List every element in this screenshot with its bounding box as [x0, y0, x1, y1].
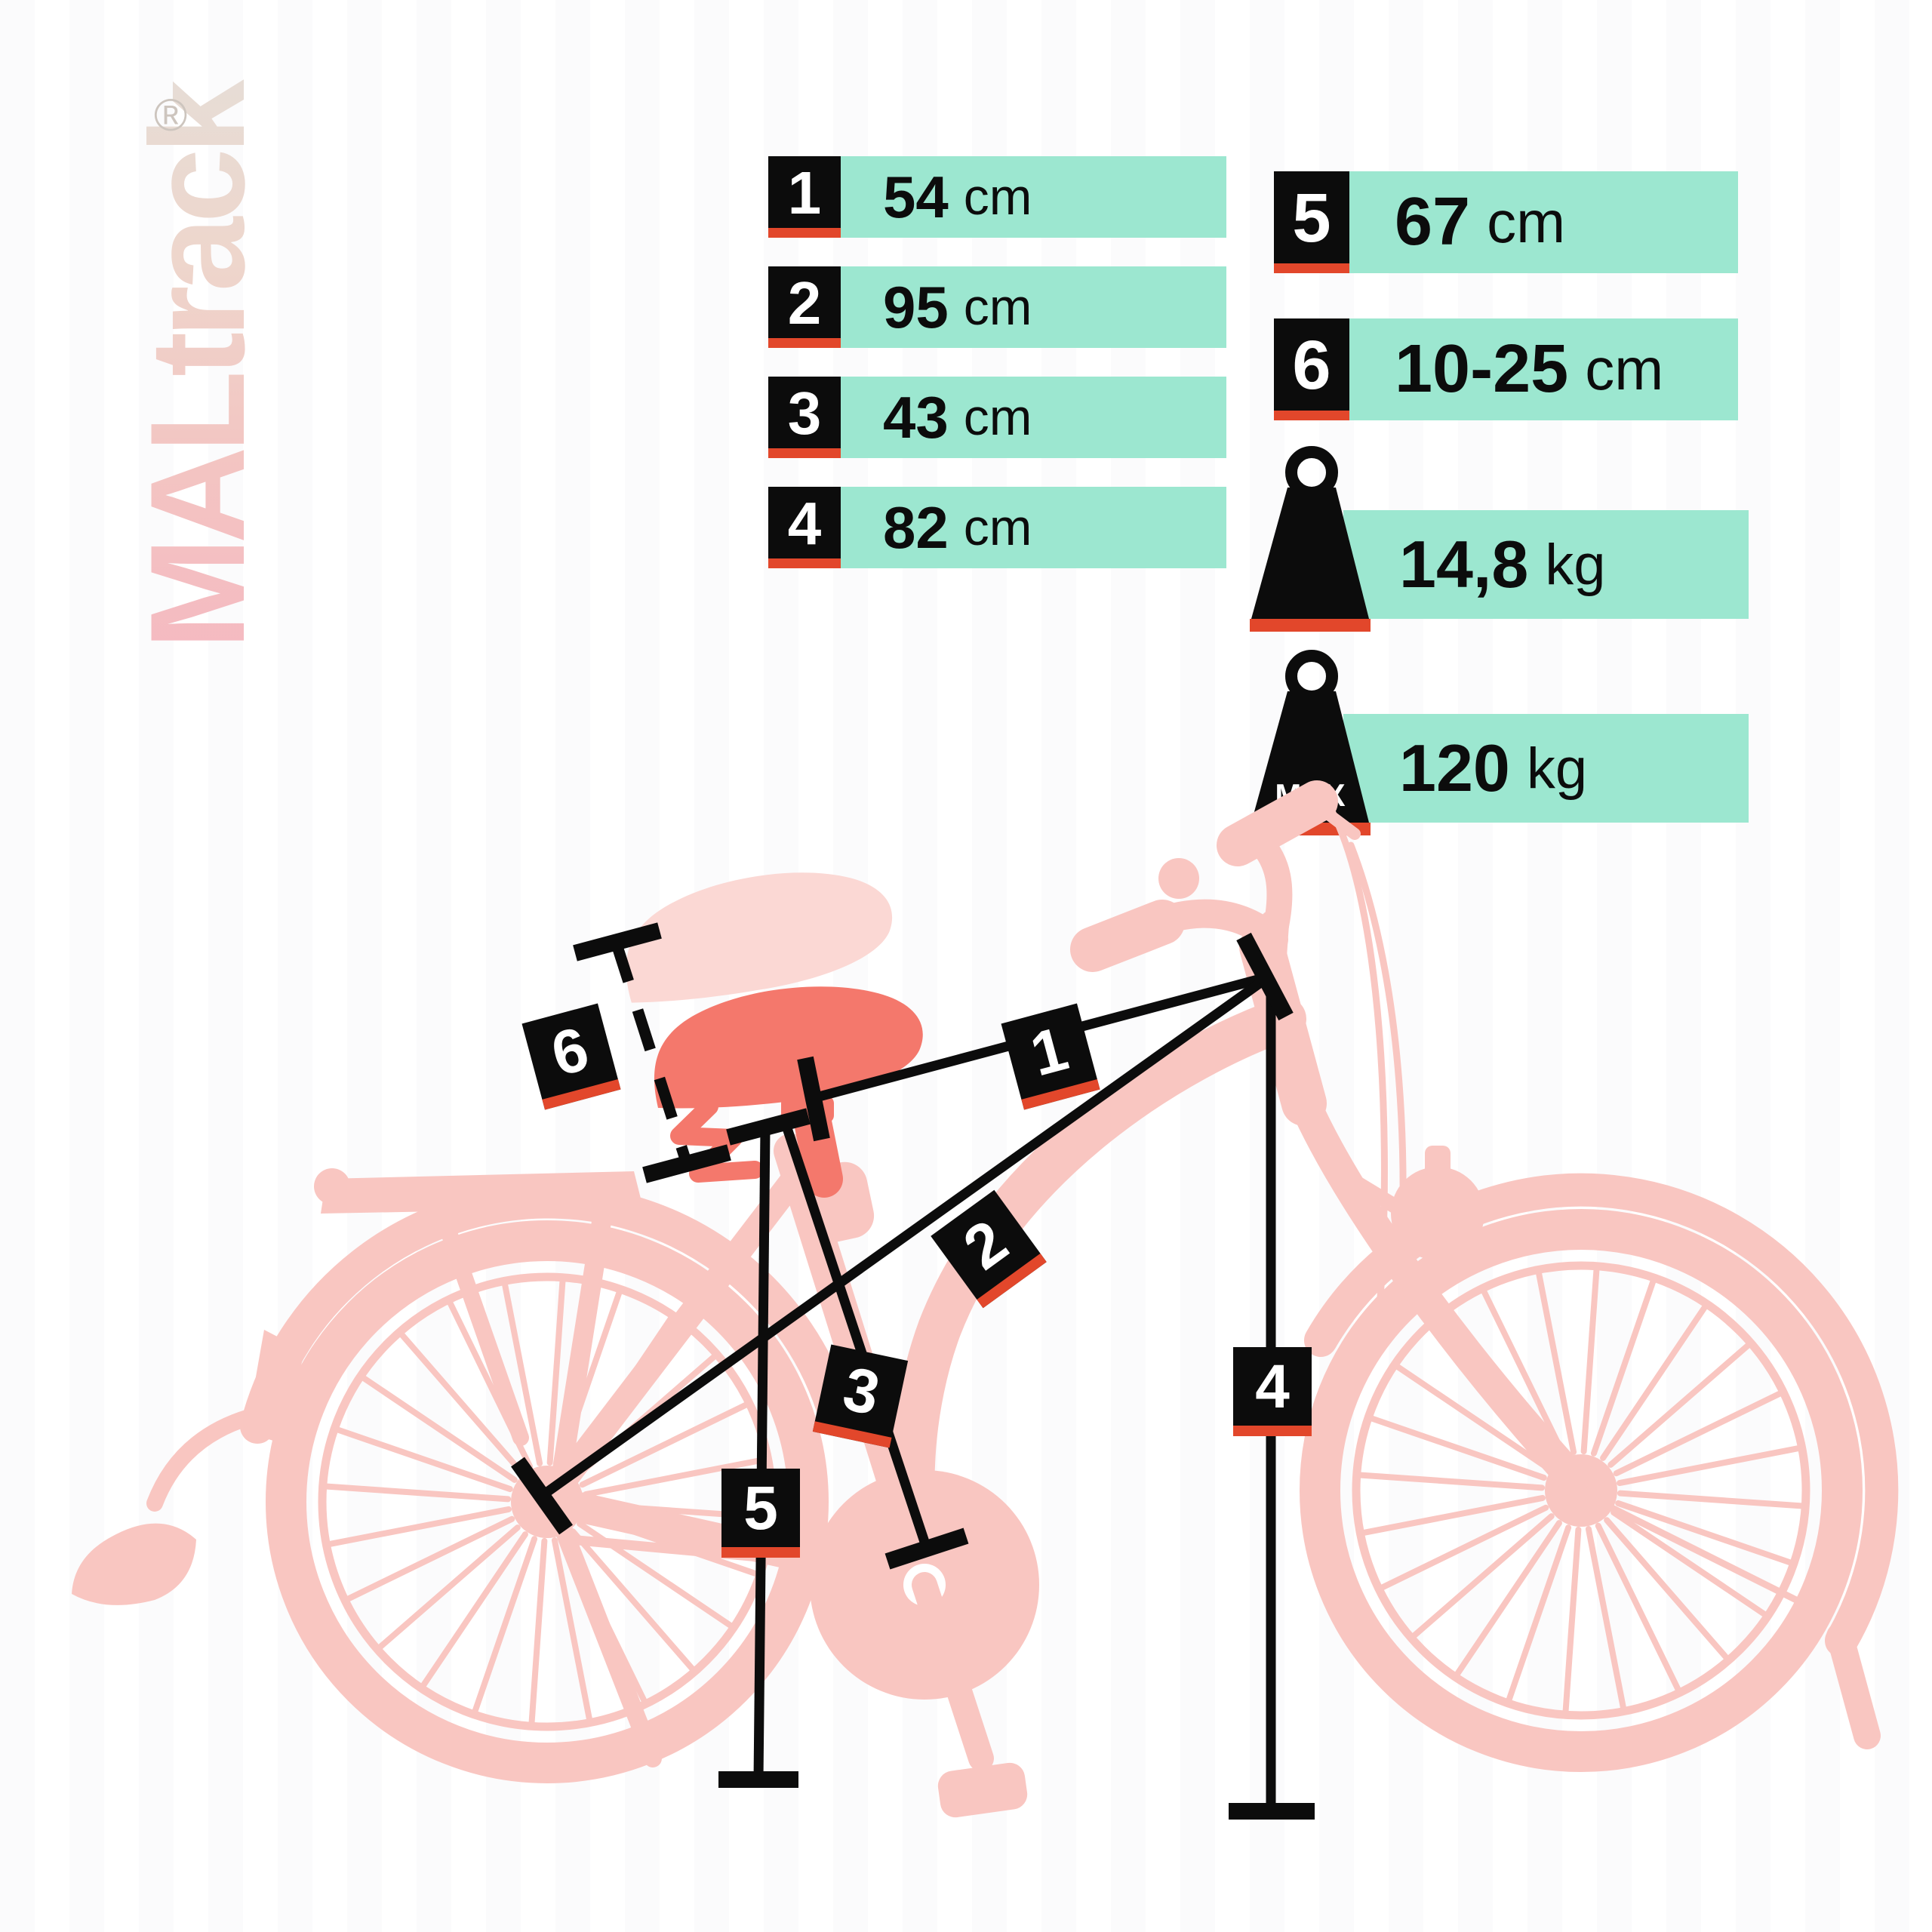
bell-icon: [1158, 858, 1199, 899]
max-load-unit: kg: [1526, 736, 1588, 801]
spec-unit: cm: [1487, 189, 1566, 255]
max-load-bar: 120 kg: [1343, 714, 1749, 823]
spec-number-box: 6: [1274, 318, 1349, 420]
spec-row-4: 4 82 cm: [768, 487, 1226, 568]
line-6-seatpost-range: [610, 940, 693, 1166]
max-load-value: 120: [1399, 731, 1510, 805]
spec-number-box: 5: [1274, 171, 1349, 273]
spec-value: 95: [883, 273, 949, 340]
headlight: [1391, 1167, 1484, 1260]
spec-unit: cm: [1585, 336, 1664, 402]
spec-row-6: 6 10-25 cm: [1274, 318, 1738, 420]
spec-value-bar: 43 cm: [841, 377, 1226, 458]
spec-row-5: 5 67 cm: [1274, 171, 1738, 273]
kickstand: [549, 1508, 662, 1767]
spec-number-box: 2: [768, 266, 841, 348]
spec-unit: cm: [963, 499, 1032, 556]
ghost-saddle: [626, 872, 893, 1003]
spec-value-bar: 10-25 cm: [1349, 318, 1738, 420]
spec-value: 43: [883, 383, 949, 451]
weight-icon: [1250, 446, 1371, 632]
registered-trademark-icon: ®: [154, 90, 188, 140]
seatstay: [536, 1168, 805, 1513]
handlebar-grip: [1070, 900, 1185, 972]
spec-value: 10-25: [1395, 331, 1569, 407]
spec-number-box: 3: [768, 377, 841, 458]
line-3-seat-tube: [781, 1124, 932, 1551]
tick-bottom-bracket: [884, 1527, 969, 1570]
spec-number-box: 1: [768, 156, 841, 238]
tick-range-bottom: [642, 1144, 731, 1183]
spec-value: 54: [883, 163, 949, 230]
weight-value: 14,8: [1399, 527, 1529, 601]
spec-value-bar: 67 cm: [1349, 171, 1738, 273]
front-wheel: [1300, 1209, 1863, 1772]
spec-row-2: 2 95 cm: [768, 266, 1226, 348]
tick-range-top: [573, 922, 662, 961]
fork: [1288, 1086, 1589, 1495]
tick-saddle: [797, 1056, 830, 1142]
spec-unit: cm: [963, 389, 1032, 446]
rear-wheel: [266, 1220, 829, 1783]
line-2-axle-to-stem: [539, 975, 1268, 1500]
pedal: [937, 1762, 1028, 1818]
rear-rack: [321, 1171, 643, 1214]
spec-unit: cm: [963, 278, 1032, 336]
tick-stem: [1236, 932, 1294, 1021]
bike-weight-bar: 14,8 kg: [1343, 510, 1749, 619]
spec-row-3: 3 43 cm: [768, 377, 1226, 458]
far-grip: [1217, 780, 1338, 866]
tick-saddle-top: [726, 1108, 811, 1146]
diagram-marker-5: 5: [721, 1469, 800, 1558]
spec-value-bar: 95 cm: [841, 266, 1226, 348]
spec-value: 67: [1395, 184, 1471, 260]
spec-value: 82: [883, 494, 949, 561]
spec-unit: cm: [963, 168, 1032, 226]
weight-unit: kg: [1545, 532, 1606, 597]
spec-value-bar: 82 cm: [841, 487, 1226, 568]
line-5-saddle-height: [753, 1128, 771, 1780]
tick-rear-axle: [511, 1457, 573, 1535]
brake-cable: [1328, 808, 1388, 1313]
rear-mudflap: [246, 1330, 305, 1443]
diagram-marker-4: 4: [1233, 1347, 1312, 1436]
bike-silhouette: [72, 780, 1899, 1818]
spec-row-1: 1 54 cm: [768, 156, 1226, 238]
spec-value-bar: 54 cm: [841, 156, 1226, 238]
spec-number-box: 4: [768, 487, 841, 568]
